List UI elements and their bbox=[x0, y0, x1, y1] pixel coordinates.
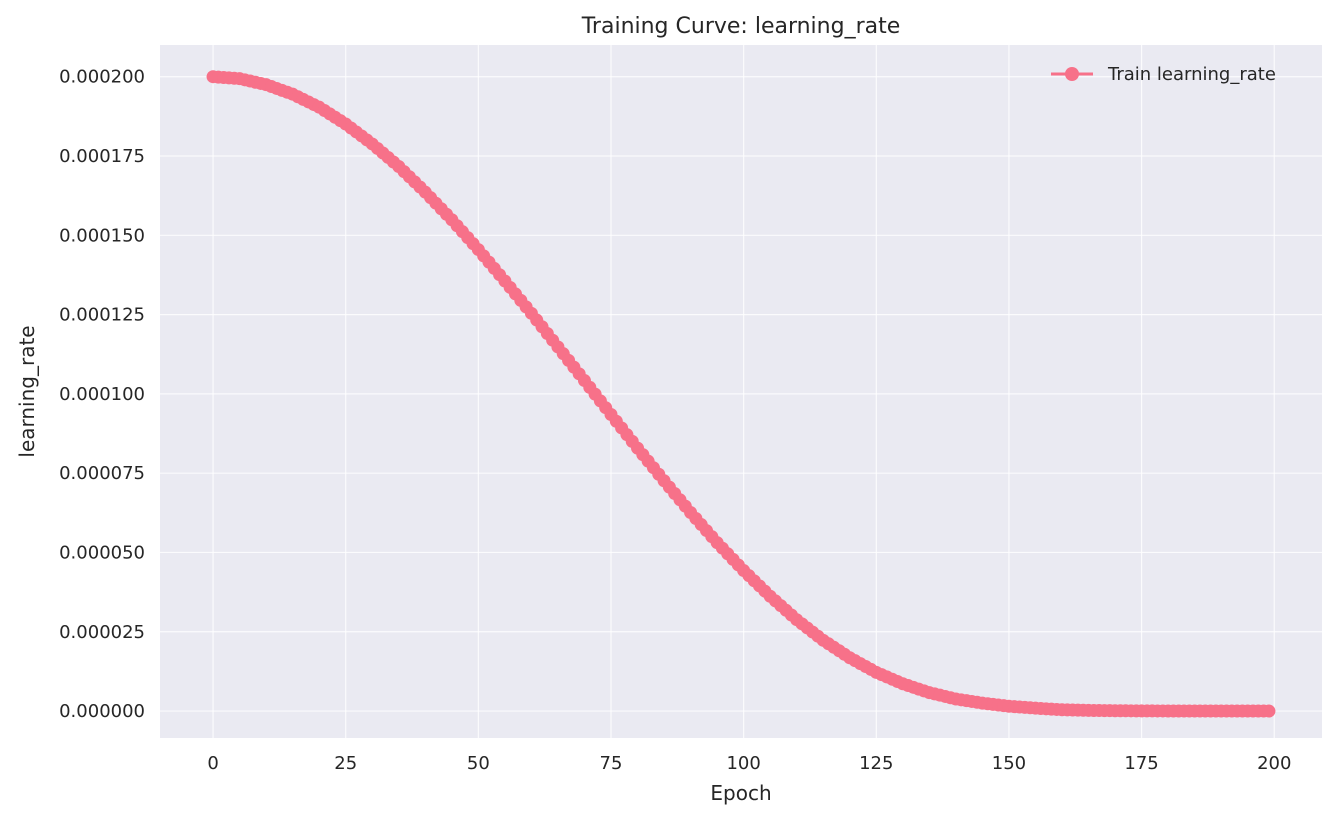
y-tick-label: 0.000100 bbox=[59, 384, 145, 405]
y-tick-label: 0.000125 bbox=[59, 305, 145, 326]
x-tick-label: 100 bbox=[726, 753, 760, 774]
legend: Train learning_rate bbox=[1051, 64, 1276, 85]
data-point bbox=[1262, 704, 1276, 718]
chart-title: Training Curve: learning_rate bbox=[581, 14, 901, 39]
x-tick-label: 75 bbox=[600, 753, 623, 774]
y-tick-label: 0.000050 bbox=[59, 542, 145, 563]
legend-marker-swatch bbox=[1065, 67, 1079, 81]
ticks: 0 25 50 75 100 125 150 175 200 0.000000 0.000025 0.… bbox=[59, 67, 1291, 774]
x-tick-label: 0 bbox=[207, 753, 218, 774]
x-tick-label: 175 bbox=[1124, 753, 1158, 774]
y-tick-label: 0.000025 bbox=[59, 622, 145, 643]
series-layer bbox=[206, 70, 1276, 718]
series-train-learning-rate bbox=[206, 70, 1276, 718]
x-axis-label: Epoch bbox=[710, 781, 771, 805]
x-tick-label: 125 bbox=[859, 753, 893, 774]
x-tick-label: 200 bbox=[1257, 753, 1291, 774]
y-tick-label: 0.000150 bbox=[59, 225, 145, 246]
y-tick-label: 0.000000 bbox=[59, 701, 145, 722]
x-tick-label: 150 bbox=[992, 753, 1026, 774]
y-tick-label: 0.000175 bbox=[59, 146, 145, 167]
plot-area bbox=[160, 45, 1322, 738]
y-tick-label: 0.000200 bbox=[59, 67, 145, 88]
x-tick-label: 25 bbox=[334, 753, 357, 774]
legend-entry-train-learning-rate: Train learning_rate bbox=[1107, 64, 1276, 85]
y-tick-label: 0.000075 bbox=[59, 463, 145, 484]
y-axis-label: learning_rate bbox=[15, 325, 39, 457]
x-tick-label: 50 bbox=[467, 753, 490, 774]
